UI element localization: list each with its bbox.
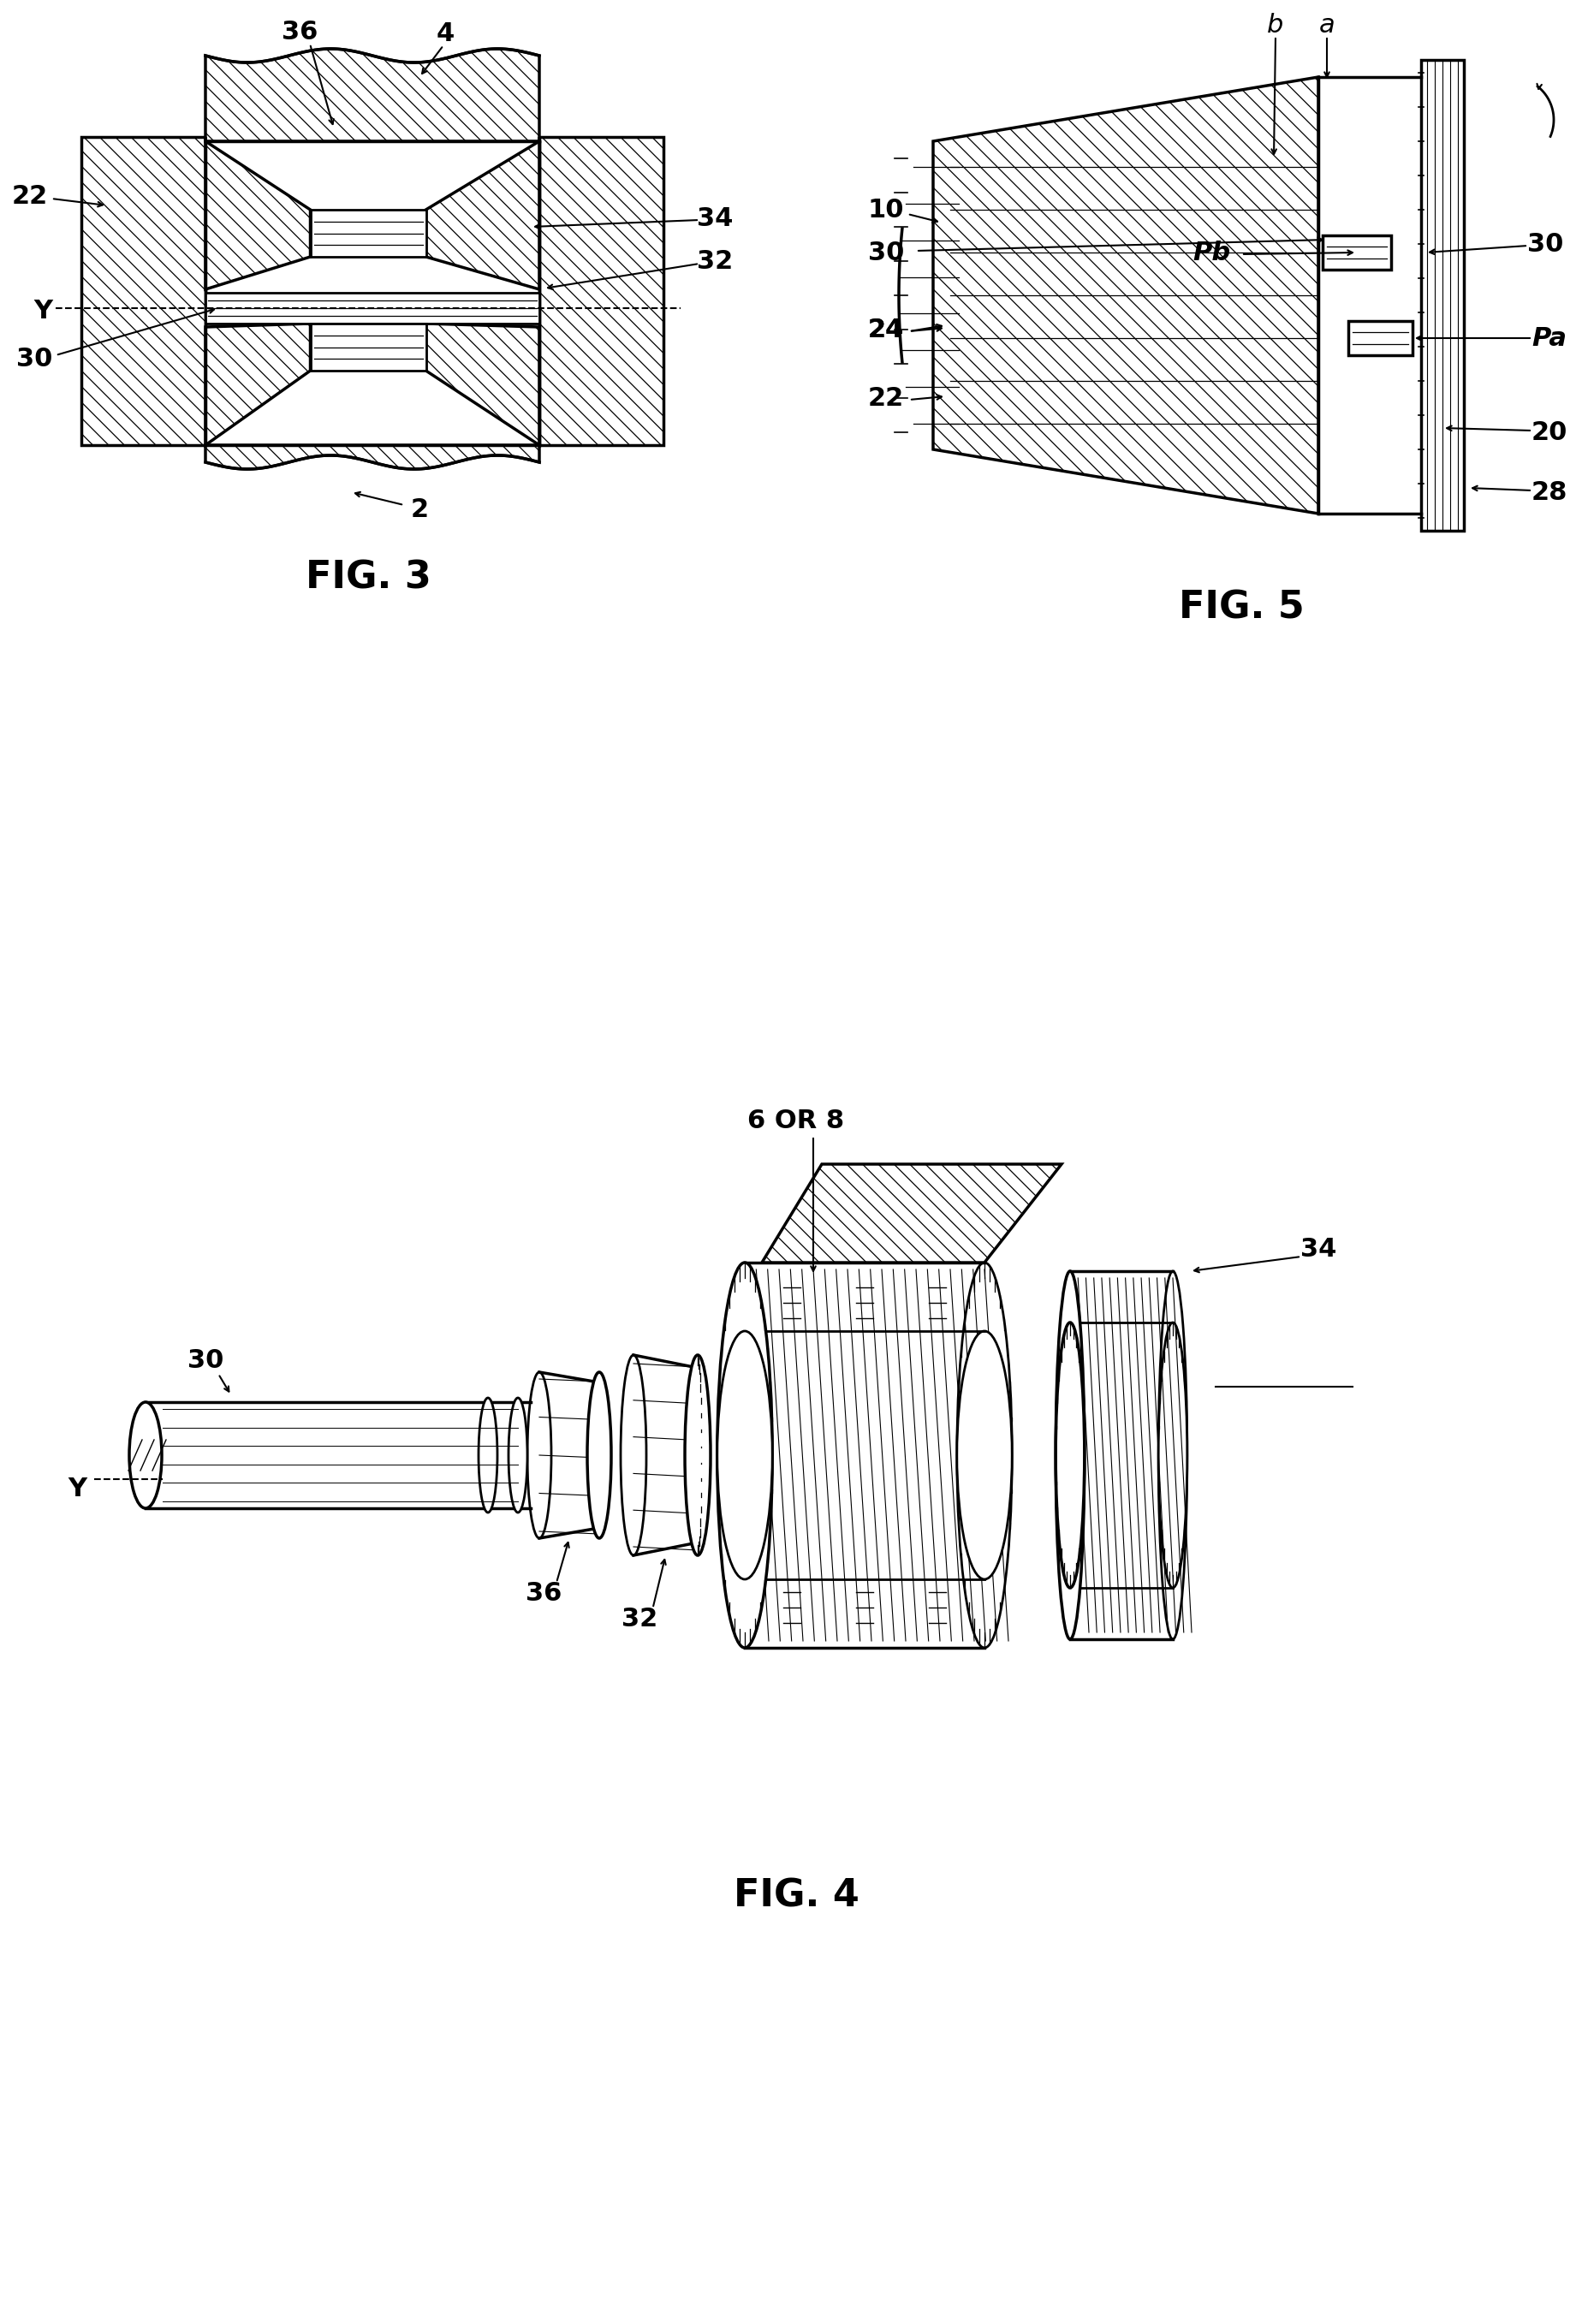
Ellipse shape [718, 1332, 772, 1580]
Ellipse shape [1158, 1271, 1188, 1638]
Ellipse shape [588, 1371, 611, 1538]
Text: 30: 30 [1528, 232, 1563, 256]
Text: Pb: Pb [1193, 239, 1231, 265]
Ellipse shape [1056, 1271, 1085, 1638]
Ellipse shape [478, 1397, 497, 1513]
Bar [1323, 235, 1391, 270]
Ellipse shape [129, 1401, 162, 1508]
Ellipse shape [621, 1355, 646, 1555]
Text: FIG. 3: FIG. 3 [305, 560, 430, 597]
Text: 36: 36 [526, 1580, 562, 1606]
Text: 10: 10 [867, 198, 904, 223]
Text: 30: 30 [16, 346, 52, 372]
Ellipse shape [958, 1332, 1012, 1580]
Polygon shape [205, 137, 310, 288]
Ellipse shape [718, 1262, 772, 1648]
Text: 30: 30 [187, 1348, 224, 1373]
Text: b: b [1267, 14, 1283, 37]
Bar [81, 137, 205, 446]
Polygon shape [205, 49, 540, 142]
Text: 28: 28 [1531, 479, 1567, 504]
Text: Pa: Pa [1532, 325, 1567, 351]
Bar [1421, 60, 1464, 530]
Text: Y: Y [68, 1478, 86, 1501]
Text: 36: 36 [281, 19, 318, 44]
Polygon shape [205, 323, 310, 446]
Polygon shape [934, 77, 1318, 514]
Text: 30: 30 [869, 239, 904, 265]
Ellipse shape [527, 1371, 551, 1538]
Bar [310, 209, 426, 256]
Bar [540, 137, 664, 446]
Ellipse shape [1056, 1322, 1085, 1587]
Text: FIG. 4: FIG. 4 [734, 1878, 859, 1915]
Text: 24: 24 [869, 316, 904, 342]
Ellipse shape [1158, 1322, 1188, 1587]
Polygon shape [426, 323, 540, 446]
Text: 22: 22 [869, 386, 904, 411]
Text: 20: 20 [1531, 421, 1567, 444]
Text: a: a [1320, 14, 1336, 37]
Text: 24: 24 [869, 316, 904, 342]
Text: 34: 34 [1301, 1236, 1337, 1262]
Polygon shape [205, 446, 540, 469]
Ellipse shape [508, 1397, 527, 1513]
Text: FIG. 5: FIG. 5 [1178, 590, 1304, 625]
Ellipse shape [684, 1355, 710, 1555]
Text: 6 OR 8: 6 OR 8 [748, 1109, 845, 1134]
Bar [310, 323, 426, 370]
Text: 32: 32 [697, 249, 734, 274]
Text: 4: 4 [437, 21, 454, 46]
Text: Y: Y [33, 300, 52, 323]
Text: 32: 32 [622, 1608, 657, 1631]
Ellipse shape [958, 1262, 1012, 1648]
Polygon shape [762, 1164, 1061, 1262]
Text: 34: 34 [697, 207, 734, 230]
Text: 2: 2 [410, 497, 429, 521]
Bar [205, 293, 540, 323]
Polygon shape [426, 137, 540, 288]
Bar [1348, 321, 1412, 356]
Text: 22: 22 [11, 184, 48, 209]
